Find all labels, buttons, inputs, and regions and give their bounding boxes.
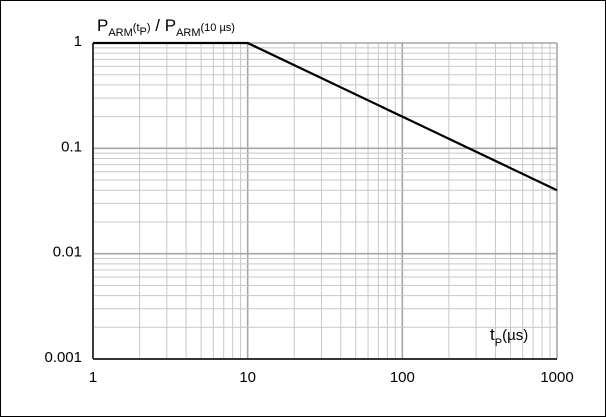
- tick-labels: 1 10 100 1000 1 0.1 0.01 0.001: [44, 33, 573, 386]
- x-axis-label: tP(µs): [490, 325, 528, 349]
- y-tick-label: 1: [74, 33, 82, 50]
- y-axis-label: PARM(tP) / PARM(10 µs): [97, 16, 235, 39]
- y-tick-label: 0.001: [44, 349, 82, 366]
- series-line: [93, 41, 558, 192]
- x-tick-label: 10: [239, 369, 256, 386]
- axes: [92, 43, 557, 360]
- y-tick-label: 0.1: [61, 138, 82, 155]
- x-tick-label: 100: [390, 369, 415, 386]
- grid: [92, 42, 558, 360]
- y-tick-label: 0.01: [53, 244, 82, 261]
- x-tick-label: 1: [89, 369, 97, 386]
- x-tick-label: 1000: [540, 369, 573, 386]
- series-layer: [93, 41, 558, 192]
